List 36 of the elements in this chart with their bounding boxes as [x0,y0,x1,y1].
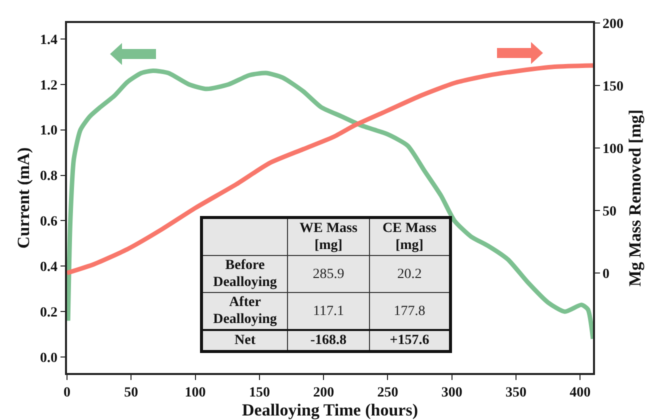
x-tick-label: 50 [124,386,138,401]
y-tick-label: 0.2 [40,306,58,321]
x-tick-label: 350 [506,386,527,401]
annotation: Before Dealloying [202,256,288,292]
y2-axis-title: Mg Mass Removed [mg] [625,109,644,287]
y2-tick-label: 150 [602,79,624,94]
annotation: After Dealloying [202,292,288,330]
y2-tick-label: 50 [602,204,617,220]
y2-tick-label: 200 [602,16,624,32]
annotation: WE Mass [mg] [288,218,370,256]
x-tick-label: 250 [377,386,398,401]
annotation: 117.1 [288,292,370,330]
x-tick-label: 400 [570,386,591,401]
x-axis-title: Dealloying Time (hours) [242,400,418,420]
x-tick-label: 150 [248,386,270,401]
y-tick-label: 0.8 [40,169,58,184]
y-tick-label: 0.4 [40,260,58,276]
y2-tick-label: 100 [602,142,624,157]
annotation: CE Mass [mg] [369,218,450,256]
y-tick-label: 1.0 [40,124,58,139]
annotation: 20.2 [369,256,450,292]
annotation: +157.6 [369,330,450,352]
y-axis-title: Current (mA) [14,147,33,249]
x-tick-label: 200 [313,386,334,401]
y-tick-label: 1.2 [40,78,58,94]
y-tick-label: 1.4 [40,32,58,48]
x-tick-label: 100 [184,386,206,401]
annotation: 285.9 [288,256,370,292]
y2-tick-label: 0 [602,266,610,282]
y-tick-label: 0.0 [40,350,58,366]
y-tick-label: 0.6 [40,214,58,230]
x-tick-label: 300 [441,386,462,401]
annotation: 177.8 [369,292,450,330]
annotation: -168.8 [288,330,370,352]
x-tick-label: 0 [64,386,70,401]
annotation: Net [202,330,288,352]
